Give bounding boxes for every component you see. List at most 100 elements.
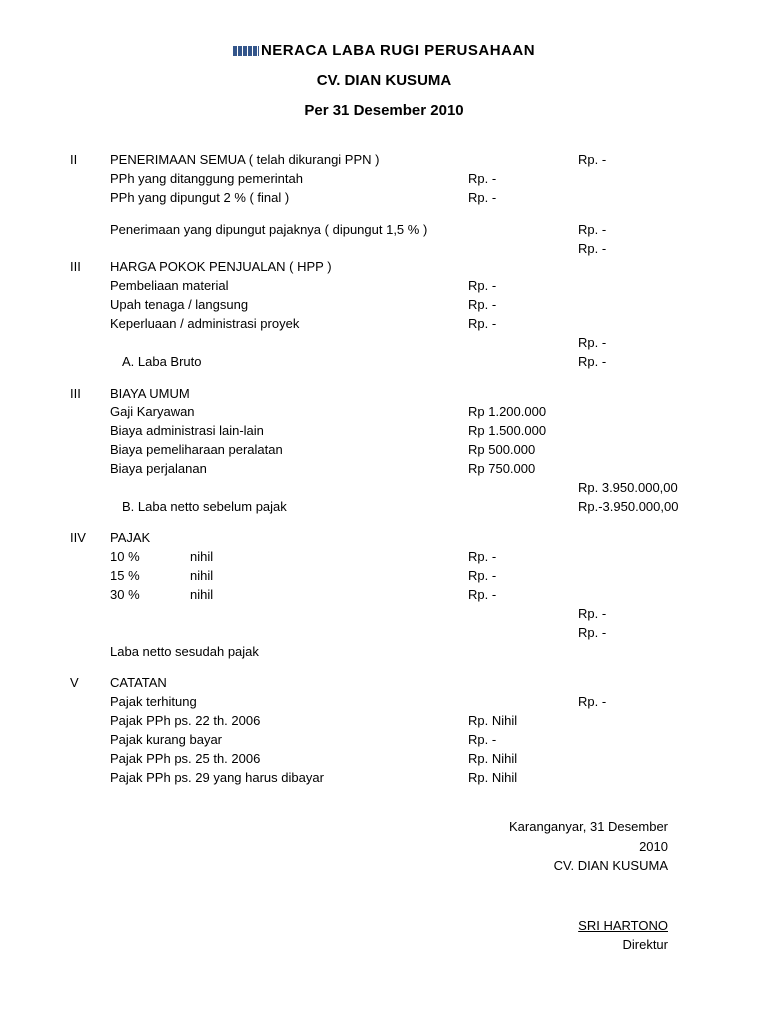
line-label: CATATAN — [110, 674, 468, 693]
subtotal: Rp. - — [70, 605, 698, 624]
line-label: PPh yang dipungut 2 % ( final ) — [110, 189, 468, 208]
sig-year: 2010 — [70, 837, 668, 857]
laba-netto-sebelum-pajak: B. Laba netto sebelum pajak Rp.-3.950.00… — [70, 498, 698, 517]
line-item: PPh yang dipungut 2 % ( final ) Rp. - — [70, 189, 698, 208]
amount: Rp 750.000 — [468, 460, 578, 479]
amount: Rp. - — [468, 586, 578, 605]
line-label: Keperluaan / administrasi proyek — [110, 315, 468, 334]
tax-row: 30 %nihil Rp. - — [70, 586, 698, 605]
section-number: III — [70, 258, 110, 277]
sig-name: SRI HARTONO — [70, 916, 668, 936]
line-label: Biaya pemeliharaan peralatan — [110, 441, 468, 460]
amount: Rp. Nihil — [468, 750, 578, 769]
amount: Rp. - — [578, 624, 698, 643]
line-label: Penerimaan yang dipungut pajaknya ( dipu… — [110, 221, 468, 240]
amount: Rp 500.000 — [468, 441, 578, 460]
amount: Rp. - — [578, 353, 698, 372]
line-item: Rp. - — [70, 240, 698, 259]
subtotal: Rp. 3.950.000,00 — [70, 479, 698, 498]
sig-place: Karanganyar, 31 Desember — [70, 817, 668, 837]
line-label: Biaya administrasi lain-lain — [110, 422, 468, 441]
line-item: Biaya perjalanan Rp 750.000 — [70, 460, 698, 479]
line-item: Biaya administrasi lain-lain Rp 1.500.00… — [70, 422, 698, 441]
section-iii-header: III HARGA POKOK PENJUALAN ( HPP ) — [70, 258, 698, 277]
line-item: Pajak terhitung Rp. - — [70, 693, 698, 712]
tax-status: nihil — [190, 587, 213, 602]
ornament-icon — [233, 46, 259, 56]
line-label: Pajak PPh ps. 25 th. 2006 — [110, 750, 468, 769]
line-item: Pembeliaan material Rp. - — [70, 277, 698, 296]
line-label: B. Laba netto sebelum pajak — [110, 498, 468, 517]
amount: Rp 1.500.000 — [468, 422, 578, 441]
tax-status: nihil — [190, 549, 213, 564]
amount: Rp. - — [578, 605, 698, 624]
amount: Rp. - — [468, 548, 578, 567]
signature-block: Karanganyar, 31 Desember 2010 CV. DIAN K… — [70, 817, 698, 955]
sig-company: CV. DIAN KUSUMA — [70, 856, 668, 876]
amount: Rp 1.200.000 — [468, 403, 578, 422]
company-name: CV. DIAN KUSUMA — [70, 70, 698, 92]
line-item: Pajak PPh ps. 29 yang harus dibayar Rp. … — [70, 769, 698, 788]
line-label: Pajak PPh ps. 29 yang harus dibayar — [110, 769, 468, 788]
section-number: IIV — [70, 529, 110, 548]
laba-netto-sesudah-pajak: Laba netto sesudah pajak — [70, 643, 698, 662]
tax-pct: 10 % — [110, 548, 190, 567]
section-biaya-header: III BIAYA UMUM — [70, 385, 698, 404]
amount: Rp. - — [468, 189, 578, 208]
line-item: Pajak kurang bayar Rp. - — [70, 731, 698, 750]
tax-status: nihil — [190, 568, 213, 583]
subtotal: Rp. - — [70, 334, 698, 353]
line-label: Pajak terhitung — [110, 693, 468, 712]
line-label: Biaya perjalanan — [110, 460, 468, 479]
section-number: II — [70, 151, 110, 170]
line-item: Biaya pemeliharaan peralatan Rp 500.000 — [70, 441, 698, 460]
amount: Rp.-3.950.000,00 — [578, 498, 698, 517]
section-catatan-header: V CATATAN — [70, 674, 698, 693]
amount: Rp. Nihil — [468, 712, 578, 731]
amount: Rp. - — [578, 221, 698, 240]
document-header: NERACA LABA RUGI PERUSAHAAN CV. DIAN KUS… — [70, 40, 698, 121]
line-item: Pajak PPh ps. 25 th. 2006 Rp. Nihil — [70, 750, 698, 769]
line-item: Gaji Karyawan Rp 1.200.000 — [70, 403, 698, 422]
line-label: BIAYA UMUM — [110, 385, 468, 404]
amount: Rp. - — [468, 277, 578, 296]
document-title: NERACA LABA RUGI PERUSAHAAN — [70, 40, 698, 62]
line-label: Upah tenaga / langsung — [110, 296, 468, 315]
line-item: PPh yang ditanggung pemerintah Rp. - — [70, 170, 698, 189]
period: Per 31 Desember 2010 — [70, 100, 698, 122]
line-item: Keperluaan / administrasi proyek Rp. - — [70, 315, 698, 334]
subtotal: Rp. - — [70, 624, 698, 643]
amount: Rp. Nihil — [468, 769, 578, 788]
line-label: Laba netto sesudah pajak — [110, 643, 468, 662]
amount: Rp. - — [468, 296, 578, 315]
line-label: Gaji Karyawan — [110, 403, 468, 422]
laba-bruto: A. Laba Bruto Rp. - — [70, 353, 698, 372]
line-label: A. Laba Bruto — [110, 353, 468, 372]
amount: Rp. - — [578, 240, 698, 259]
line-label: Pajak PPh ps. 22 th. 2006 — [110, 712, 468, 731]
line-item: Penerimaan yang dipungut pajaknya ( dipu… — [70, 221, 698, 240]
line-label: PENERIMAAN SEMUA ( telah dikurangi PPN ) — [110, 151, 468, 170]
line-label: Pembeliaan material — [110, 277, 468, 296]
line-label: PAJAK — [110, 529, 468, 548]
tax-pct: 15 % — [110, 567, 190, 586]
amount: Rp. - — [468, 731, 578, 750]
amount: Rp. - — [578, 151, 698, 170]
tax-pct: 30 % — [110, 586, 190, 605]
line-item: Pajak PPh ps. 22 th. 2006 Rp. Nihil — [70, 712, 698, 731]
amount: Rp. 3.950.000,00 — [578, 479, 698, 498]
amount: Rp. - — [468, 567, 578, 586]
tax-row: 15 %nihil Rp. - — [70, 567, 698, 586]
amount: Rp. - — [468, 170, 578, 189]
section-pajak-header: IIV PAJAK — [70, 529, 698, 548]
amount: Rp. - — [578, 334, 698, 353]
section-number: III — [70, 385, 110, 404]
line-item: Upah tenaga / langsung Rp. - — [70, 296, 698, 315]
section-ii-header: II PENERIMAAN SEMUA ( telah dikurangi PP… — [70, 151, 698, 170]
tax-row: 10 %nihil Rp. - — [70, 548, 698, 567]
section-number: V — [70, 674, 110, 693]
line-label: PPh yang ditanggung pemerintah — [110, 170, 468, 189]
amount: Rp. - — [468, 315, 578, 334]
line-label: HARGA POKOK PENJUALAN ( HPP ) — [110, 258, 468, 277]
amount: Rp. - — [578, 693, 698, 712]
